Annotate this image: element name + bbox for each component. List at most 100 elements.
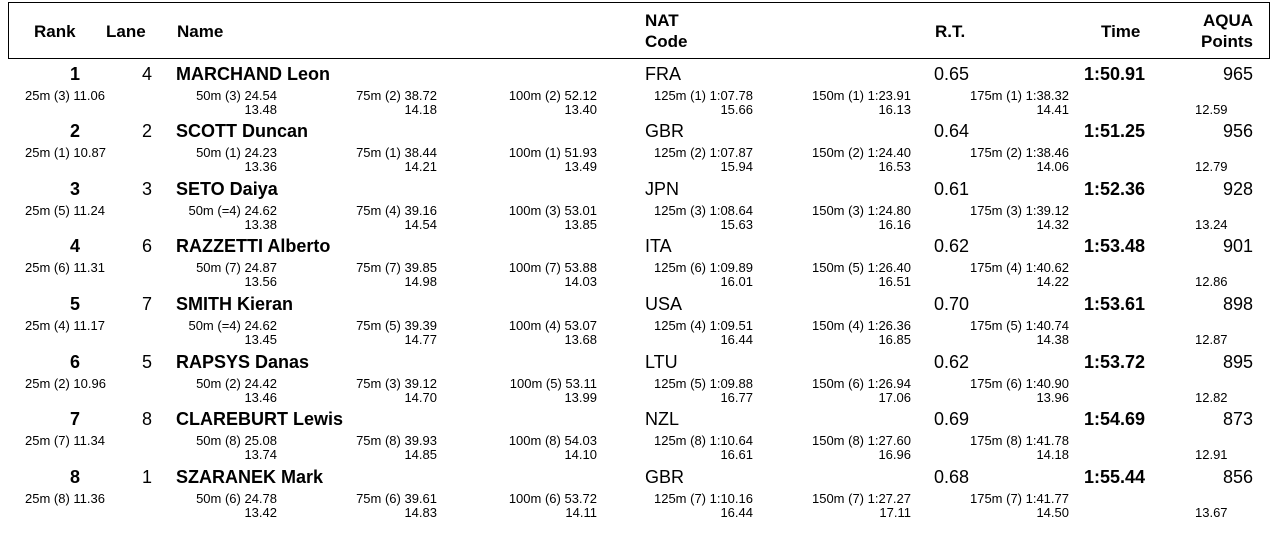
split-cell: 100m (1) 51.93 13.49 xyxy=(509,146,597,174)
split-cell: 50m (7) 24.87 13.56 xyxy=(196,261,277,289)
split-cell: 50m (6) 24.78 13.42 xyxy=(196,492,277,520)
split-difference: 14.70 xyxy=(404,390,437,405)
split-time: 175m (8) 1:41.78 xyxy=(969,433,1069,448)
split-cell: 125m (3) 1:08.64 15.63 xyxy=(654,204,753,232)
split-difference: 13.99 xyxy=(564,390,597,405)
split-time: 125m (6) 1:09.89 xyxy=(653,260,753,275)
result-row: 8 1 SZARANEK Mark GBR 0.68 1:55.44 856 25m (8) … xyxy=(0,467,1272,525)
result-lane: 5 xyxy=(141,352,152,372)
split-cell: 150m (2) 1:24.40 16.53 xyxy=(812,146,911,174)
aqua-points: 901 xyxy=(1222,236,1253,256)
split-cell: 125m (6) 1:09.89 16.01 xyxy=(654,261,753,289)
split-time: 175m (2) 1:38.46 xyxy=(969,145,1069,160)
result-rank: 1 xyxy=(69,64,80,84)
split-difference: 13.56 xyxy=(244,274,277,289)
split-time: 125m (3) 1:08.64 xyxy=(653,203,753,218)
split-difference: 16.13 xyxy=(878,102,911,117)
split-difference: 14.38 xyxy=(1036,332,1069,347)
split-cell: 150m (1) 1:23.91 16.13 xyxy=(812,89,911,117)
split-difference: 15.94 xyxy=(720,159,753,174)
swimmer-name: RAZZETTI Alberto xyxy=(176,236,331,256)
nat-code: JPN xyxy=(645,179,680,199)
split-time: 50m (=4) 24.62 xyxy=(188,203,277,218)
split-cell: 75m (8) 39.93 14.85 xyxy=(356,434,437,462)
final-split-difference: 12.91 xyxy=(1195,447,1228,462)
final-time: 1:53.72 xyxy=(1083,352,1145,372)
final-split-difference: 12.79 xyxy=(1195,159,1228,174)
aqua-points: 965 xyxy=(1222,64,1253,84)
nat-code: FRA xyxy=(645,64,681,84)
split-cell: 75m (1) 38.44 14.21 xyxy=(356,146,437,174)
split-cell: 50m (=4) 24.62 13.38 xyxy=(188,204,277,232)
split-time: 100m (7) 53.88 xyxy=(508,260,597,275)
swimmer-name: SCOTT Duncan xyxy=(176,121,309,141)
result-row: 6 5 RAPSYS Danas LTU 0.62 1:53.72 895 25m (2) 1… xyxy=(0,352,1272,410)
split-time: 25m (6) 11.31 xyxy=(25,260,105,275)
result-row: 3 3 SETO Daiya JPN 0.61 1:52.36 928 25m (5) 11.… xyxy=(0,179,1272,237)
split-cell: 100m (3) 53.01 13.85 xyxy=(509,204,597,232)
split-time: 25m (3) 11.06 xyxy=(25,88,105,103)
aqua-points: 856 xyxy=(1222,467,1253,487)
split-time: 75m (2) 38.72 xyxy=(356,88,437,103)
split-cell: 25m (7) 11.34 xyxy=(25,434,105,448)
split-time: 50m (8) 25.08 xyxy=(196,433,277,448)
result-row: 7 8 CLAREBURT Lewis NZL 0.69 1:54.69 873 25m (7… xyxy=(0,409,1272,467)
split-cell: 50m (8) 25.08 13.74 xyxy=(196,434,277,462)
result-lane: 1 xyxy=(141,467,152,487)
split-cell: 175m (8) 1:41.78 14.18 xyxy=(970,434,1069,462)
split-difference: 16.96 xyxy=(878,447,911,462)
split-time: 75m (4) 39.16 xyxy=(356,203,437,218)
nat-code: LTU xyxy=(645,352,678,372)
result-lane: 8 xyxy=(141,409,152,429)
final-time: 1:55.44 xyxy=(1083,467,1145,487)
split-cell: 25m (6) 11.31 xyxy=(25,261,105,275)
split-time: 150m (4) 1:26.36 xyxy=(811,318,911,333)
split-cell: 100m (5) 53.11 13.99 xyxy=(510,377,597,405)
result-row: 5 7 SMITH Kieran USA 0.70 1:53.61 898 25m (4) 1… xyxy=(0,294,1272,352)
split-cell: 175m (5) 1:40.74 14.38 xyxy=(970,319,1069,347)
result-row: 4 6 RAZZETTI Alberto ITA 0.62 1:53.48 901 25m (… xyxy=(0,236,1272,294)
split-time: 25m (7) 11.34 xyxy=(25,433,105,448)
split-difference: 16.16 xyxy=(878,217,911,232)
split-cell: 100m (4) 53.07 13.68 xyxy=(509,319,597,347)
split-cell: 100m (2) 52.12 13.40 xyxy=(509,89,597,117)
swimmer-name: SZARANEK Mark xyxy=(176,467,324,487)
header-aqua-points: AQUA Points xyxy=(1189,10,1253,52)
split-difference: 14.41 xyxy=(1036,102,1069,117)
split-difference: 16.44 xyxy=(720,505,753,520)
reaction-time: 0.62 xyxy=(934,352,970,372)
final-split-difference: 12.82 xyxy=(1195,390,1228,405)
nat-code: NZL xyxy=(645,409,680,429)
header-points-line1: AQUA xyxy=(1202,11,1253,30)
split-time: 50m (7) 24.87 xyxy=(196,260,277,275)
result-row: 2 2 SCOTT Duncan GBR 0.64 1:51.25 956 25m (1) 1… xyxy=(0,121,1272,179)
split-time: 150m (3) 1:24.80 xyxy=(811,203,911,218)
header-points-line2: Points xyxy=(1201,32,1253,51)
split-cell: 175m (3) 1:39.12 14.32 xyxy=(970,204,1069,232)
split-difference: 13.68 xyxy=(564,332,597,347)
split-cell: 150m (4) 1:26.36 16.85 xyxy=(812,319,911,347)
split-cell: 25m (8) 11.36 xyxy=(25,492,105,506)
split-cell: 150m (3) 1:24.80 16.16 xyxy=(812,204,911,232)
result-lane: 4 xyxy=(141,64,152,84)
split-time: 75m (8) 39.93 xyxy=(356,433,437,448)
split-time: 25m (5) 11.24 xyxy=(25,203,105,218)
nat-code: USA xyxy=(645,294,683,314)
split-time: 125m (1) 1:07.78 xyxy=(653,88,753,103)
split-time: 100m (2) 52.12 xyxy=(508,88,597,103)
split-difference: 13.85 xyxy=(564,217,597,232)
final-time: 1:51.25 xyxy=(1083,121,1145,141)
split-cell: 125m (7) 1:10.16 16.44 xyxy=(654,492,753,520)
split-difference: 13.96 xyxy=(1036,390,1069,405)
split-time: 150m (8) 1:27.60 xyxy=(811,433,911,448)
aqua-points: 956 xyxy=(1222,121,1253,141)
aqua-points: 873 xyxy=(1222,409,1253,429)
final-time: 1:54.69 xyxy=(1083,409,1145,429)
result-rank: 3 xyxy=(69,179,80,199)
final-time: 1:53.61 xyxy=(1083,294,1145,314)
split-time: 75m (7) 39.85 xyxy=(356,260,437,275)
split-difference: 17.06 xyxy=(878,390,911,405)
split-time: 25m (8) 11.36 xyxy=(25,491,105,506)
result-lane: 7 xyxy=(141,294,152,314)
split-cell: 150m (7) 1:27.27 17.11 xyxy=(812,492,911,520)
